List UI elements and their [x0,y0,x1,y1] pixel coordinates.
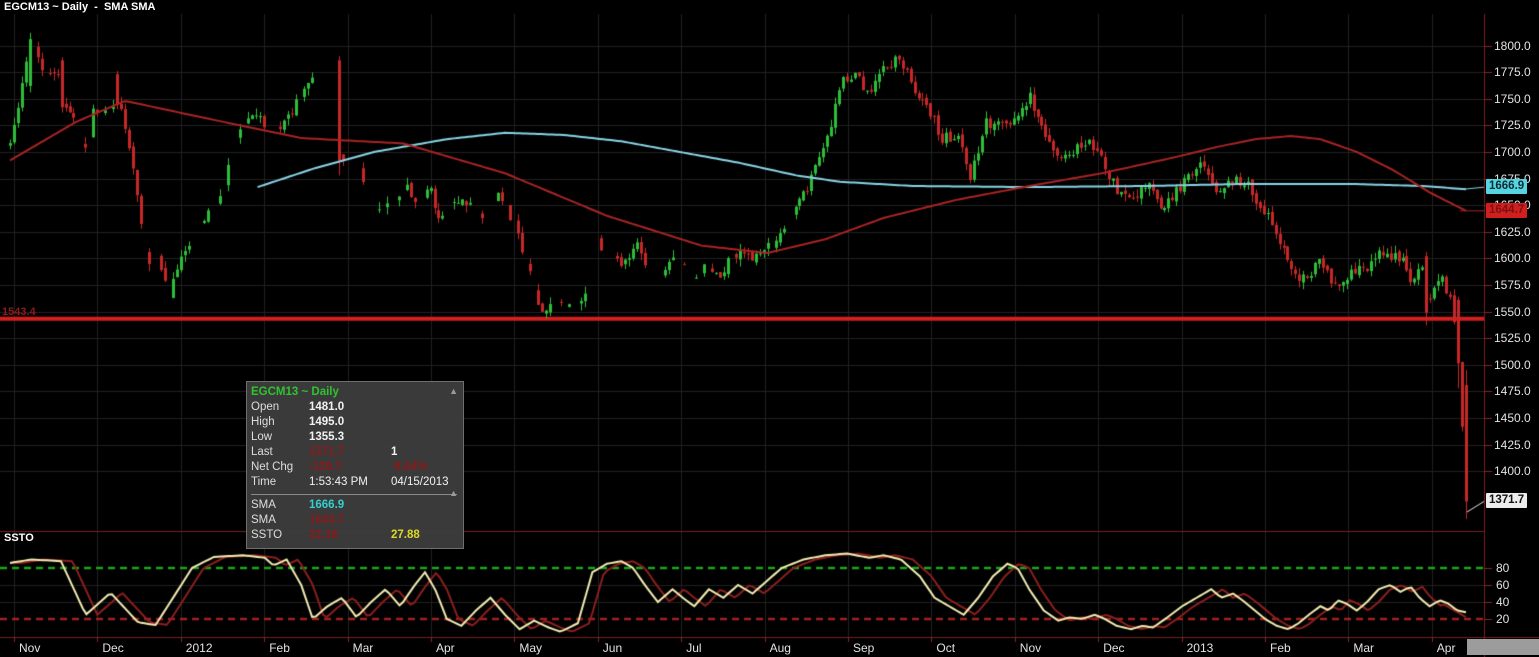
month-label: Jun [602,641,623,655]
price-tick-label: 1425.0 [1494,437,1531,452]
month-label: Nov [1019,641,1042,655]
collapse-arrow-icon[interactable]: ▲ [449,488,458,498]
quote-row-netchg: Net Chg -129.7 -8.64% [251,461,428,473]
month-label: Apr [1436,641,1456,655]
price-tick-label: 1725.0 [1494,118,1531,133]
quote-panel[interactable]: EGCM13 ~ Daily ▲ Open 1481.0 High 1495.0… [246,381,464,549]
ssto-tick-label: 60 [1496,578,1510,592]
ssto-tick-label: 40 [1496,595,1510,609]
chart-title: EGCM13 ~ Daily - SMA SMA [4,1,156,13]
price-tick-label: 1525.0 [1494,331,1531,346]
price-tick-label: 1400.0 [1494,464,1531,479]
price-tick-label: 1600.0 [1494,251,1531,266]
price-marker-badge: 1666.9 [1486,179,1528,195]
price-marker-badge: 1644.7 [1486,202,1528,218]
quote-row-high: High 1495.0 [251,416,345,428]
quote-row-time: Time 1:53:43 PM 04/15/2013 [251,476,449,488]
quote-row-low: Low 1355.3 [251,431,345,443]
ssto-tick-label: 80 [1496,561,1510,575]
price-tick-label: 1450.0 [1494,411,1531,426]
month-label: Dec [1103,641,1125,655]
month-label: May [519,641,543,655]
indicator-row-ssto: SSTO 22.18 27.88 [251,529,420,541]
indicator-row-sma2: SMA 1644.7 [251,514,345,526]
axis-corner-box [1467,639,1539,655]
month-label: 2012 [185,641,213,655]
month-label: Mar [1353,641,1375,655]
ssto-panel-label: SSTO [4,532,34,544]
quote-row-open: Open 1481.0 [251,401,345,413]
ssto-tick-label: 20 [1496,612,1510,626]
price-tick-label: 1800.0 [1494,38,1531,53]
collapse-arrow-icon[interactable]: ▲ [449,386,458,396]
indicator-row-sma1: SMA 1666.9 [251,499,345,511]
month-label: Feb [269,641,290,655]
quote-row-last: Last 1371.7 1 [251,446,398,458]
month-label: Jul [686,641,702,655]
month-label: Apr [436,641,455,655]
month-label: Sep [853,641,875,655]
month-label: 2013 [1186,641,1214,655]
month-label: Mar [352,641,374,655]
price-tick-label: 1625.0 [1494,224,1531,239]
price-tick-label: 1700.0 [1494,144,1531,159]
quote-panel-divider [251,494,457,495]
price-tick-label: 1550.0 [1494,304,1531,319]
price-tick-label: 1475.0 [1494,384,1531,399]
month-label: Feb [1270,641,1291,655]
price-marker-badge: 1371.7 [1486,493,1528,509]
price-tick-label: 1750.0 [1494,91,1531,106]
price-tick-label: 1575.0 [1494,278,1531,292]
price-tick-label: 1775.0 [1494,65,1531,80]
quote-panel-title: EGCM13 ~ Daily [251,386,339,398]
month-label: Nov [19,641,41,655]
price-tick-label: 1500.0 [1494,357,1531,372]
month-label: Dec [102,641,124,655]
month-label: Oct [936,641,956,655]
month-label: Aug [769,641,791,655]
support-line-label: 1543.4 [2,306,36,318]
